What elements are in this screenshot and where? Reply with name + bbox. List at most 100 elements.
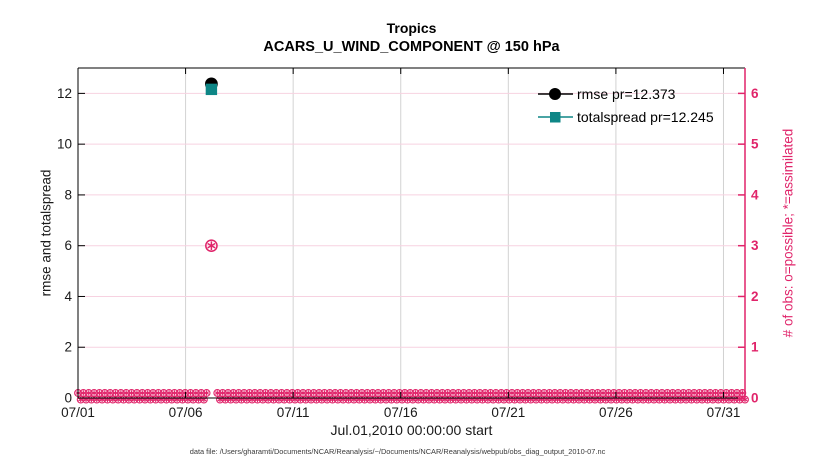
obs-zero-marker-circle bbox=[183, 395, 192, 404]
obs-zero-marker-circle bbox=[398, 395, 407, 404]
obs-zero-marker-circle bbox=[253, 395, 262, 404]
obs-zero-marker-circle bbox=[234, 389, 243, 397]
obs-zero-marker-circle bbox=[655, 395, 664, 404]
obs-zero-marker-circle bbox=[274, 395, 283, 404]
right-tick-label: 4 bbox=[751, 187, 759, 202]
obs-zero-marker-circle bbox=[344, 395, 353, 404]
obs-zero-marker-circle bbox=[266, 389, 275, 397]
obs-zero-marker-circle bbox=[111, 389, 120, 397]
obs-zero-marker-circle bbox=[103, 395, 112, 404]
obs-zero-marker-circle bbox=[296, 395, 305, 404]
obs-zero-marker-circle bbox=[406, 389, 415, 397]
obs-zero-marker-circle bbox=[162, 395, 171, 404]
obs-zero-marker-circle bbox=[414, 395, 423, 404]
obs-zero-marker-circle bbox=[90, 389, 99, 397]
obs-zero-marker-circle bbox=[684, 389, 693, 397]
obs-zero-marker-circle bbox=[486, 389, 495, 397]
obs-zero-marker-circle bbox=[149, 389, 157, 397]
right-tick-label: 5 bbox=[751, 137, 759, 152]
obs-zero-marker-circle bbox=[333, 395, 342, 404]
obs-zero-marker-circle bbox=[577, 389, 586, 397]
obs-zero-marker-circle bbox=[419, 395, 428, 404]
obs-zero-marker-circle bbox=[272, 389, 281, 397]
obs-zero-marker-circle bbox=[291, 395, 299, 404]
obs-zero-marker-asterisk bbox=[204, 391, 210, 395]
obs-zero-marker-circle bbox=[692, 395, 701, 404]
obs-zero-marker-circle bbox=[526, 395, 535, 404]
obs-zero-marker-circle bbox=[186, 389, 195, 397]
obs-zero-marker-circle bbox=[513, 389, 522, 397]
obs-zero-marker-circle bbox=[328, 395, 337, 404]
obs-zero-marker-circle bbox=[462, 395, 471, 404]
left-axis-label: rmse and totalspread bbox=[38, 169, 54, 297]
obs-zero-marker-circle bbox=[706, 389, 715, 397]
obs-zero-marker-circle bbox=[457, 395, 466, 404]
obs-zero-marker-circle bbox=[382, 395, 391, 404]
obs-zero-marker-asterisk bbox=[739, 391, 745, 395]
obs-zero-marker-circle bbox=[87, 395, 96, 404]
obs-zero-marker-circle bbox=[658, 389, 666, 397]
obs-zero-marker-circle bbox=[430, 395, 439, 404]
obs-zero-marker-circle bbox=[159, 389, 168, 397]
obs-zero-marker-circle bbox=[371, 395, 380, 404]
obs-zero-marker-circle bbox=[679, 389, 688, 397]
obs-zero-marker-circle bbox=[216, 395, 224, 404]
obs-zero-marker-circle bbox=[550, 389, 559, 397]
obs-zero-marker-circle bbox=[285, 395, 294, 404]
obs-zero-marker-circle bbox=[317, 395, 326, 404]
obs-zero-marker-circle bbox=[494, 395, 503, 404]
obs-zero-marker-circle bbox=[106, 389, 115, 397]
obs-zero-marker-circle bbox=[264, 395, 273, 404]
obs-zero-marker-circle bbox=[387, 395, 396, 404]
obs-zero-marker-circle bbox=[623, 395, 632, 404]
obs-zero-marker-circle bbox=[202, 389, 211, 397]
obs-zero-marker-circle bbox=[240, 389, 249, 397]
obs-zero-marker-circle bbox=[347, 389, 356, 397]
obs-zero-marker-circle bbox=[556, 389, 565, 397]
totalspread-marker-icon bbox=[538, 111, 573, 122]
obs-zero-marker-circle bbox=[588, 389, 597, 397]
obs-zero-marker-circle bbox=[368, 389, 377, 397]
right-tick-label: 0 bbox=[751, 391, 759, 406]
obs-zero-marker-circle bbox=[221, 395, 230, 404]
obs-zero-marker-circle bbox=[119, 395, 128, 404]
obs-zero-marker-circle bbox=[76, 395, 85, 404]
obs-zero-marker-circle bbox=[175, 389, 184, 397]
obs-zero-marker-circle bbox=[663, 389, 672, 397]
legend-label-rmse: rmse pr=12.373 bbox=[577, 85, 676, 102]
obs-zero-marker-circle bbox=[558, 395, 567, 404]
obs-zero-marker-circle bbox=[569, 395, 578, 404]
obs-zero-marker-circle bbox=[647, 389, 656, 397]
obs-zero-marker-circle bbox=[79, 389, 88, 397]
obs-zero-marker-circle bbox=[304, 389, 313, 397]
obs-zero-marker-circle bbox=[585, 395, 594, 404]
obs-zero-marker-circle bbox=[269, 395, 278, 404]
obs-zero-marker-circle bbox=[352, 389, 361, 397]
legend-label-totalspread: totalspread pr=12.245 bbox=[577, 108, 714, 125]
obs-zero-marker-circle bbox=[566, 389, 575, 397]
x-tick-label: 07/01 bbox=[61, 405, 95, 420]
obs-zero-marker-circle bbox=[470, 389, 479, 397]
left-tick-label: 0 bbox=[64, 391, 72, 406]
obs-zero-marker-circle bbox=[95, 389, 104, 397]
obs-zero-marker-circle bbox=[644, 395, 653, 404]
obs-zero-marker-circle bbox=[682, 395, 691, 404]
obs-zero-marker-circle bbox=[339, 395, 348, 404]
obs-zero-marker-circle bbox=[277, 389, 286, 397]
obs-zero-marker-circle bbox=[224, 389, 232, 397]
obs-zero-marker-circle bbox=[141, 395, 149, 404]
obs-zero-marker-circle bbox=[376, 395, 385, 404]
obs-count-marker-asterisk bbox=[207, 242, 216, 249]
obs-zero-marker-circle bbox=[609, 389, 618, 397]
obs-zero-marker-circle bbox=[191, 389, 200, 397]
obs-zero-marker-circle bbox=[483, 395, 492, 404]
obs-zero-marker-circle bbox=[620, 389, 629, 397]
obs-zero-marker-circle bbox=[116, 389, 125, 397]
legend-item-rmse: rmse pr=12.373 bbox=[538, 83, 714, 104]
obs-zero-marker-circle bbox=[703, 395, 712, 404]
obs-zero-marker-circle bbox=[540, 389, 549, 397]
obs-zero-marker-circle bbox=[165, 389, 174, 397]
obs-zero-marker-circle bbox=[708, 395, 717, 404]
